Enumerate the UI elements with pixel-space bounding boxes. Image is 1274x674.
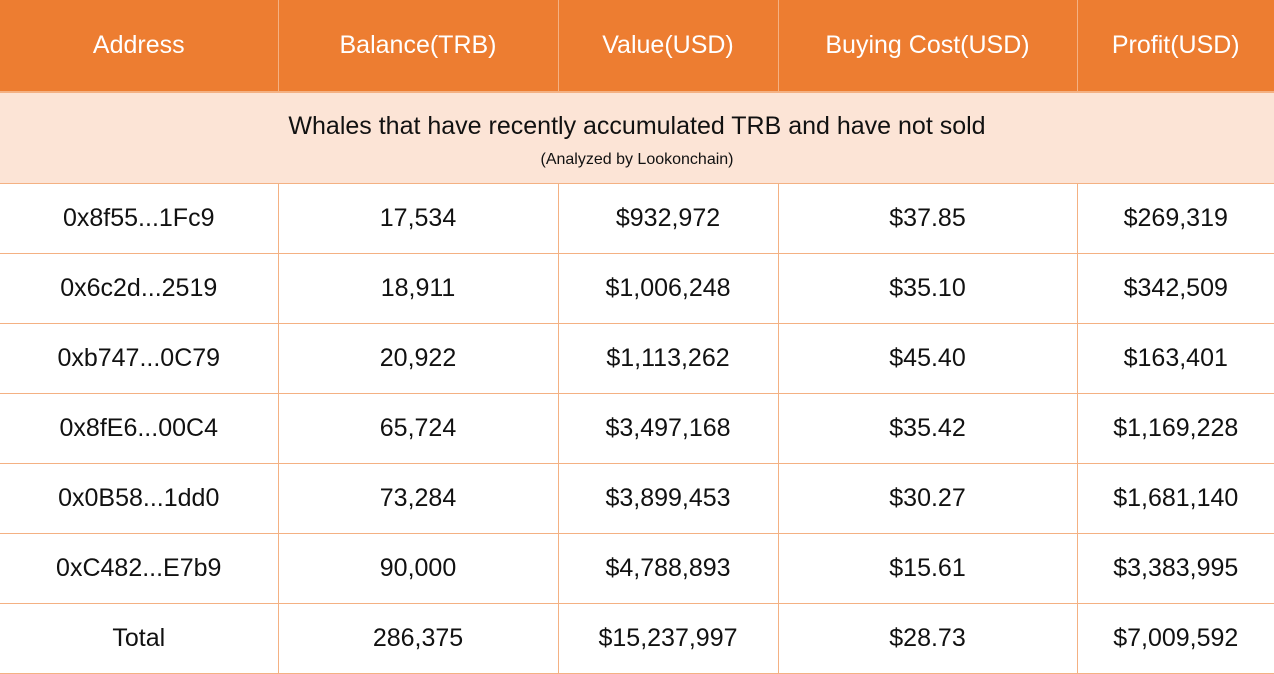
header-buying-cost: Buying Cost(USD) bbox=[778, 0, 1078, 93]
cell-buying-cost: $30.27 bbox=[777, 463, 1078, 534]
cell-address: 0xC482...E7b9 bbox=[0, 533, 279, 604]
cell-buying-cost: $45.40 bbox=[777, 323, 1078, 394]
cell-address: 0x0B58...1dd0 bbox=[0, 463, 279, 534]
subtitle: Whales that have recently accumulated TR… bbox=[288, 111, 986, 140]
cell-profit: $1,169,228 bbox=[1076, 393, 1274, 464]
cell-buying-cost: $15.61 bbox=[777, 533, 1078, 604]
cell-address: 0x6c2d...2519 bbox=[0, 253, 279, 324]
cell-value: $932,972 bbox=[557, 183, 779, 254]
cell-profit: $1,681,140 bbox=[1076, 463, 1274, 534]
cell-balance: 286,375 bbox=[277, 603, 559, 674]
header-row: Address Balance(TRB) Value(USD) Buying C… bbox=[0, 0, 1274, 93]
subtitle-cell: Whales that have recently accumulated TR… bbox=[0, 91, 1274, 184]
cell-balance: 20,922 bbox=[277, 323, 559, 394]
table-row: 0x0B58...1dd0 73,284 $3,899,453 $30.27 $1,68… bbox=[0, 463, 1274, 534]
subtitle-row: Whales that have recently accumulated TR… bbox=[0, 91, 1274, 184]
cell-profit: $342,509 bbox=[1076, 253, 1274, 324]
cell-address: 0xb747...0C79 bbox=[0, 323, 279, 394]
cell-balance: 17,534 bbox=[277, 183, 559, 254]
cell-address: 0x8f55...1Fc9 bbox=[0, 183, 279, 254]
table-row: 0xb747...0C79 20,922 $1,113,262 $45.40 $163,… bbox=[0, 323, 1274, 394]
analysis-note: (Analyzed by Lookonchain) bbox=[540, 150, 734, 168]
cell-balance: 73,284 bbox=[277, 463, 559, 534]
cell-value: $3,899,453 bbox=[557, 463, 779, 534]
header-address: Address bbox=[0, 0, 279, 93]
cell-balance: 65,724 bbox=[277, 393, 559, 464]
table-row: 0x6c2d...2519 18,911 $1,006,248 $35.10 $342,… bbox=[0, 253, 1274, 324]
header-value: Value(USD) bbox=[558, 0, 779, 93]
cell-profit: $3,383,995 bbox=[1076, 533, 1274, 604]
cell-value: $15,237,997 bbox=[557, 603, 779, 674]
cell-buying-cost: $37.85 bbox=[777, 183, 1078, 254]
cell-buying-cost: $35.42 bbox=[777, 393, 1078, 464]
table-row: 0x8f55...1Fc9 17,534 $932,972 $37.85 $269,31… bbox=[0, 183, 1274, 254]
total-row: Total 286,375 $15,237,997 $28.73 $7,009,592 bbox=[0, 603, 1274, 674]
cell-buying-cost: $28.73 bbox=[777, 603, 1078, 674]
cell-value: $4,788,893 bbox=[557, 533, 779, 604]
header-balance: Balance(TRB) bbox=[278, 0, 559, 93]
cell-profit: $269,319 bbox=[1076, 183, 1274, 254]
cell-buying-cost: $35.10 bbox=[777, 253, 1078, 324]
cell-balance: 18,911 bbox=[277, 253, 559, 324]
header-profit: Profit(USD) bbox=[1077, 0, 1274, 93]
cell-profit: $163,401 bbox=[1076, 323, 1274, 394]
cell-value: $1,006,248 bbox=[557, 253, 779, 324]
table-row: 0xC482...E7b9 90,000 $4,788,893 $15.61 $3,38… bbox=[0, 533, 1274, 604]
cell-value: $1,113,262 bbox=[557, 323, 779, 394]
table-row: 0x8fE6...00C4 65,724 $3,497,168 $35.42 $1,16… bbox=[0, 393, 1274, 464]
cell-balance: 90,000 bbox=[277, 533, 559, 604]
cell-profit: $7,009,592 bbox=[1076, 603, 1274, 674]
cell-value: $3,497,168 bbox=[557, 393, 779, 464]
cell-address: 0x8fE6...00C4 bbox=[0, 393, 279, 464]
cell-address: Total bbox=[0, 603, 279, 674]
